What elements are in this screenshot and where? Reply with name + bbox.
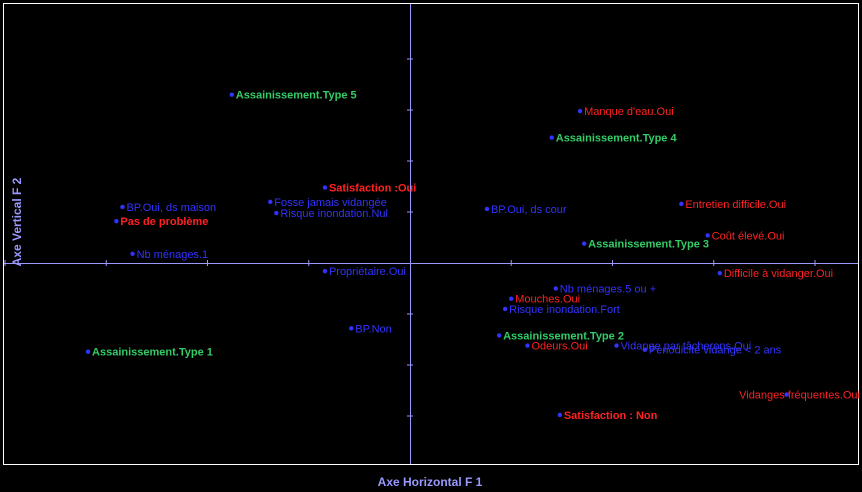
data-point [553, 286, 558, 291]
data-point [525, 343, 530, 348]
point-label: Assainissement.Type 2 [503, 330, 624, 342]
data-point [322, 185, 328, 190]
point-label: Pas de problème [120, 216, 208, 228]
data-point [784, 392, 789, 397]
point-label: Risque inondation.Nul [280, 208, 388, 220]
point-label: Fosse jamais vidangée [274, 197, 387, 209]
point-label: Manque d'eau.Oui [584, 106, 674, 118]
point-label: BP.Non [355, 323, 392, 335]
point-label: Périodicité vidange < 2 ans [649, 345, 782, 357]
data-point [120, 204, 125, 210]
point-label: Vidange par tâcherons.Oui [621, 341, 752, 353]
data-point [549, 135, 554, 140]
data-point [496, 333, 502, 338]
data-point [274, 210, 279, 216]
y-axis-title: Axe Vertical F 2 [10, 177, 24, 266]
data-point [85, 349, 91, 354]
data-point [581, 241, 587, 246]
data-point [557, 412, 563, 418]
data-point [705, 233, 710, 238]
point-label: Satisfaction : Non [564, 410, 658, 422]
data-point [130, 251, 135, 257]
point-label: BP.Oui, ds cour [491, 204, 567, 216]
point-label: Mouches.Oui [515, 294, 580, 306]
data-point [577, 108, 583, 114]
point-label: Satisfaction :Oui [329, 183, 416, 195]
data-point [349, 326, 354, 331]
plot-frame [3, 3, 859, 465]
point-label: BP.Oui, ds maison [126, 202, 216, 214]
x-axis-title: Axe Horizontal F 1 [378, 475, 483, 489]
data-point [484, 206, 490, 212]
data-point [268, 199, 273, 204]
point-label: Nb ménages.1 [137, 249, 209, 261]
data-point [502, 306, 508, 312]
point-label: Propriétaire.Oui [329, 266, 406, 278]
point-label: Assainissement.Type 3 [588, 239, 709, 251]
data-point [614, 343, 619, 348]
point-label: Assainissement.Type 1 [92, 347, 213, 359]
axes-group [4, 4, 858, 464]
data-point [717, 271, 723, 276]
point-label: Coût élevé.Oui [712, 230, 785, 242]
data-point [229, 92, 234, 97]
data-point [679, 201, 684, 207]
point-label: Nb ménages.5 ou + [560, 284, 656, 296]
point-label: Difficile à vidanger.Oui [724, 268, 833, 280]
point-label: Vidanges fréquentes.Oui [739, 390, 860, 402]
data-point [114, 218, 119, 224]
point-label: Risque inondation.Fort [509, 304, 620, 316]
data-point [642, 347, 648, 352]
data-point [509, 296, 514, 301]
point-label: Assainissement.Type 4 [556, 133, 678, 145]
data-point [322, 268, 328, 274]
point-label: Odeurs.Oui [531, 341, 587, 353]
point-label: Assainissement.Type 5 [236, 90, 357, 102]
point-label: Entretien difficile.Oui [685, 199, 786, 211]
points-group: Assainissement.Type 5 Manque d'eau.Oui Ass… [85, 90, 860, 422]
